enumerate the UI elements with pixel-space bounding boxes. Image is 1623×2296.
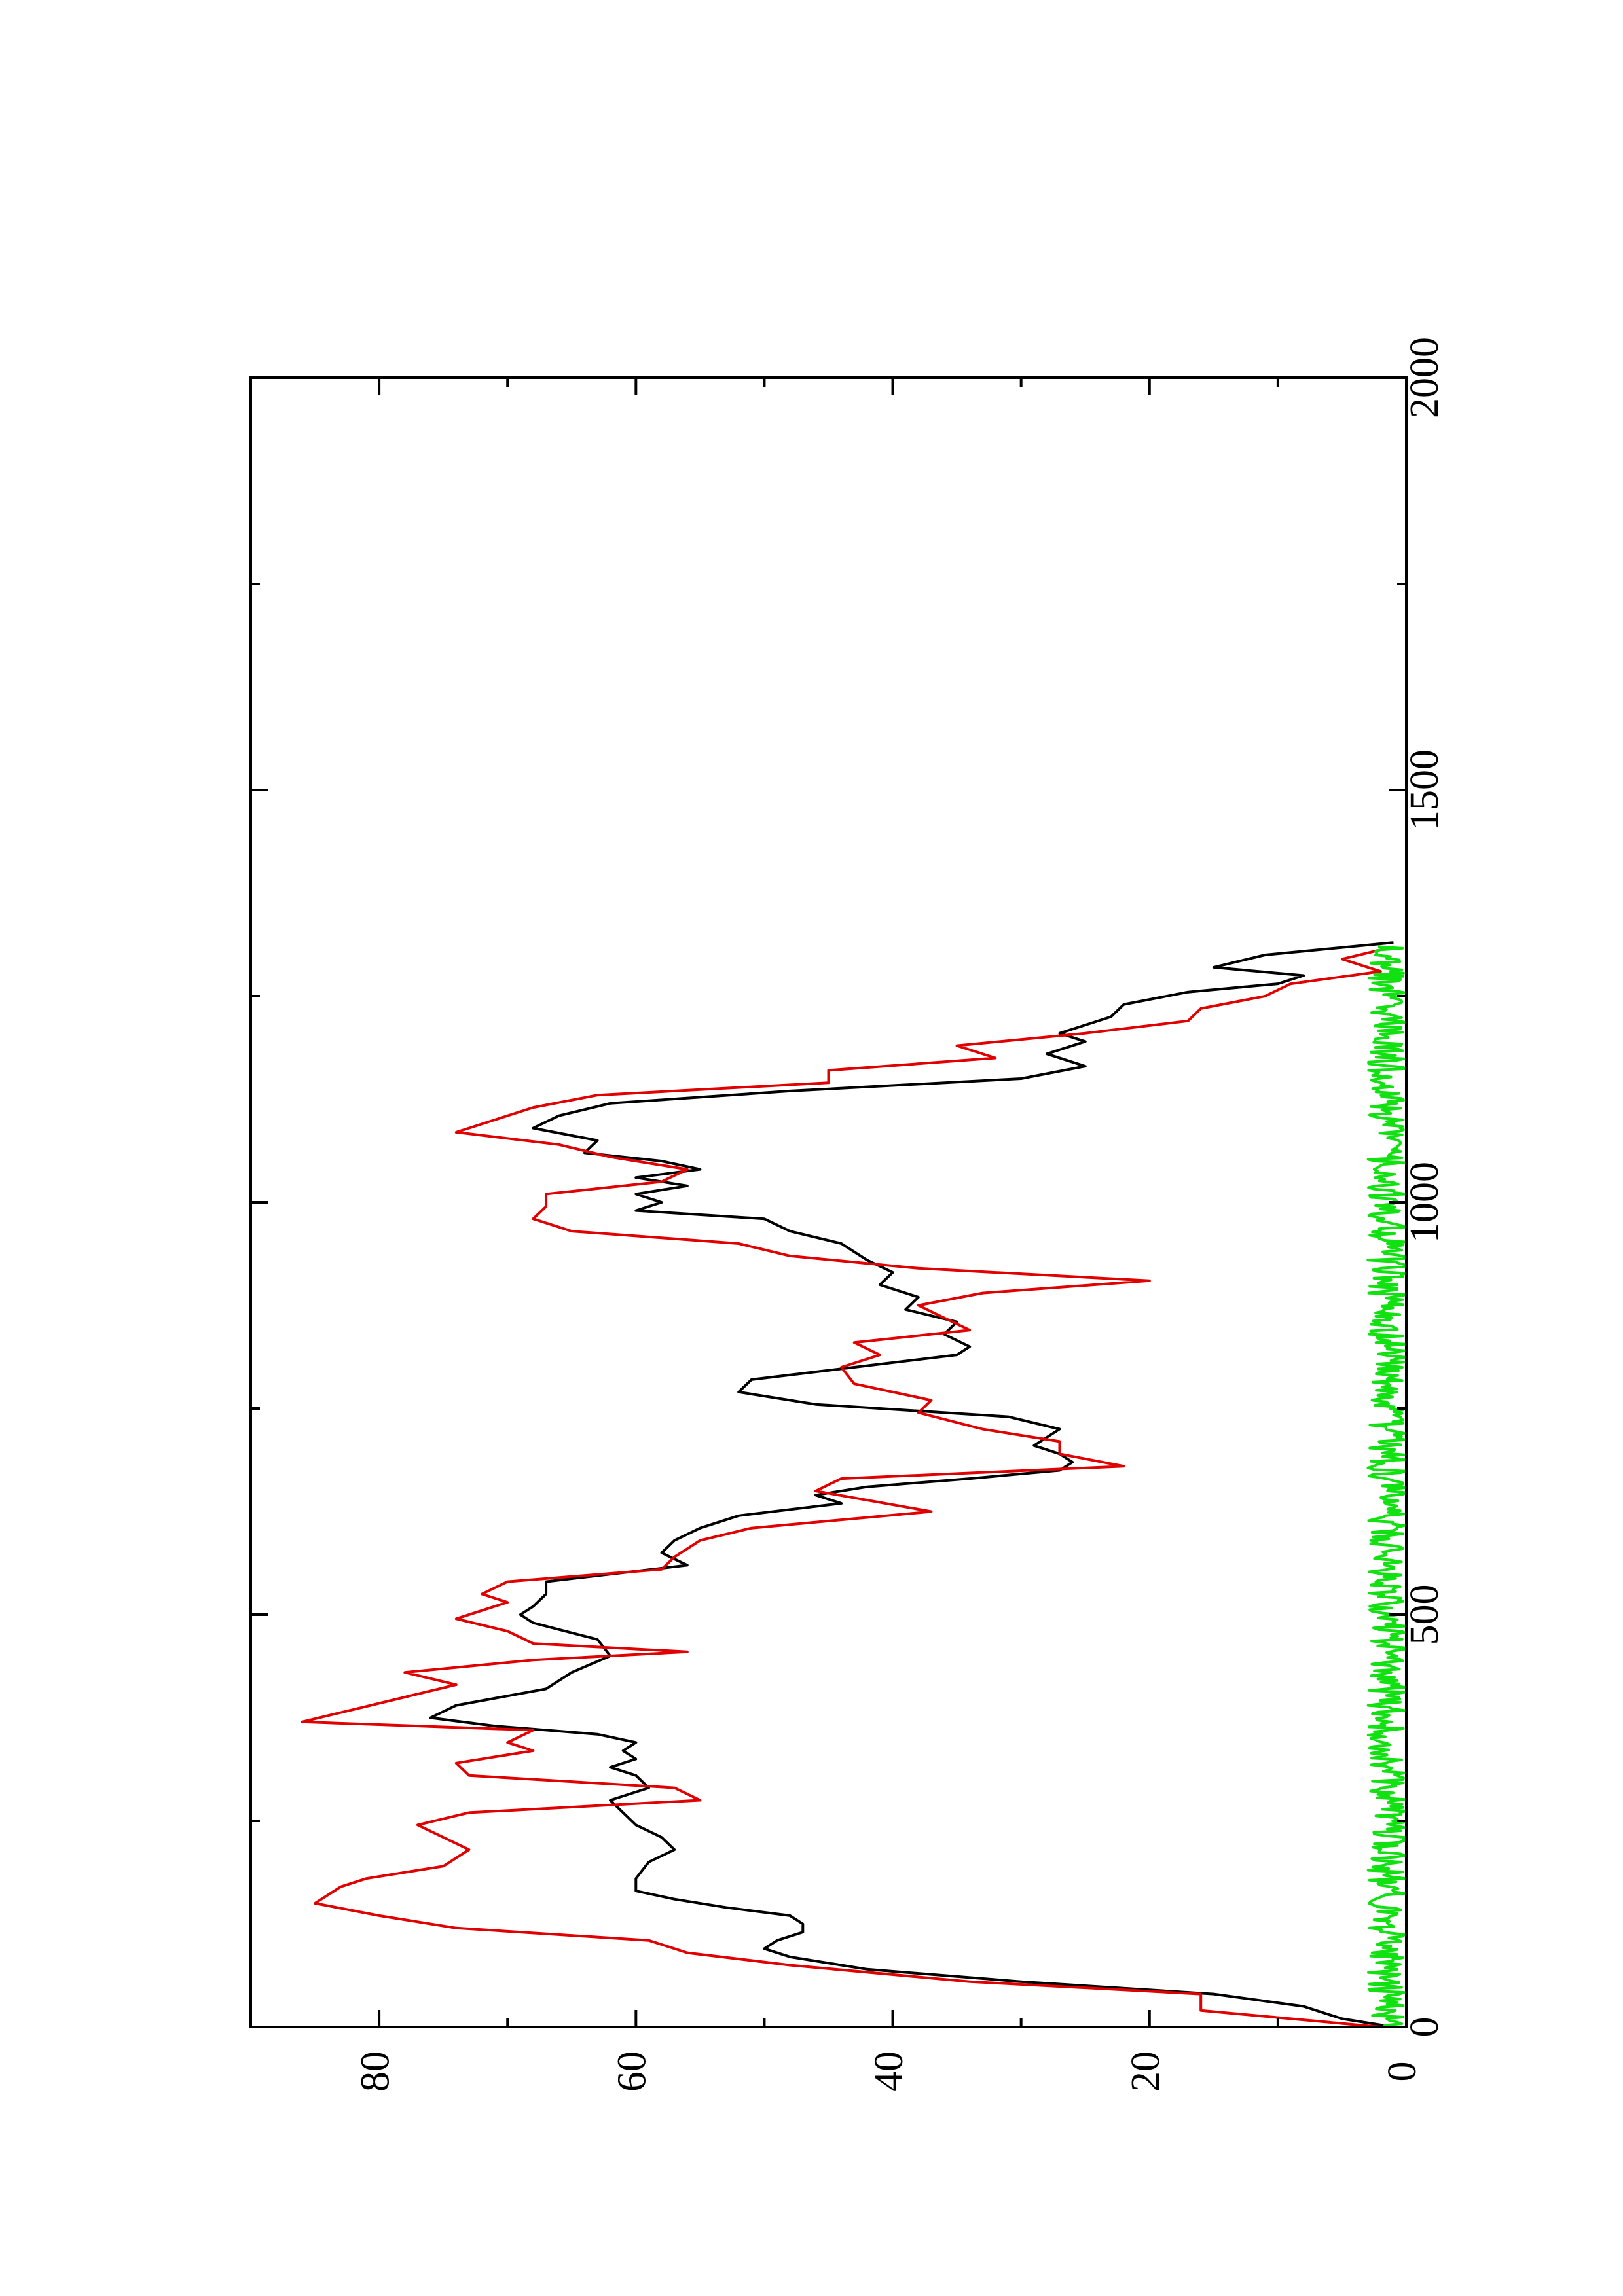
series-line-2 bbox=[301, 945, 1394, 2028]
series-line-1 bbox=[429, 941, 1394, 2028]
series-line-3 bbox=[1366, 945, 1408, 2028]
x-tick-label: 1500 bbox=[1402, 749, 1447, 831]
x-tick-label: 2000 bbox=[1402, 337, 1447, 418]
y-tick-label: 0 bbox=[1380, 2062, 1425, 2082]
y-tick-label: 40 bbox=[867, 2051, 911, 2092]
plot-series bbox=[301, 941, 1408, 2028]
ticks bbox=[251, 376, 1408, 2028]
y-tick-label: 20 bbox=[1123, 2051, 1168, 2092]
y-tick-label: 80 bbox=[353, 2051, 397, 2092]
x-tick-label: 1000 bbox=[1402, 1162, 1447, 1243]
x-tick-label: 500 bbox=[1402, 1585, 1447, 1645]
tick-labels: 0 500 1000 1500 2000 0 20 40 60 80 bbox=[353, 337, 1447, 2092]
y-tick-label: 60 bbox=[610, 2051, 655, 2092]
x-tick-label: 0 bbox=[1402, 2017, 1447, 2037]
